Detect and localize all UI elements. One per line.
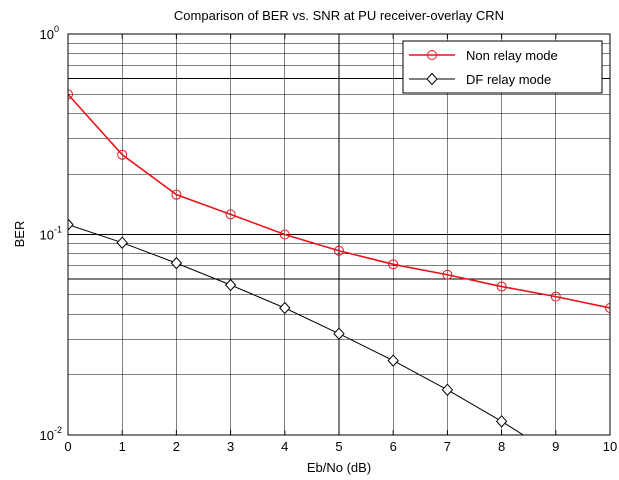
data-point-circle [68,89,73,100]
legend-label-df-relay: DF relay mode [466,72,551,87]
x-axis-label: Eb/No (dB) [307,460,371,475]
data-point-diamond [279,301,291,315]
legend-entry-df-relay: DF relay mode [409,72,551,87]
data-point-circle [334,245,344,256]
data-point-diamond [495,415,508,428]
y-tick-label: 10 [40,27,54,42]
data-point-circle [496,281,507,292]
data-point-diamond [116,236,128,249]
x-tick-label: 1 [119,439,126,454]
data-point-circle [171,189,182,200]
y-tick-exponent: -2 [54,425,62,435]
x-tick-label: 7 [444,439,451,454]
legend: Non relay mode DF relay mode [402,40,603,94]
y-tick-label: 10 [40,228,54,243]
x-tick-label: 4 [281,439,288,454]
data-point-circle [279,229,290,240]
series-line-non-relay-mode [68,93,610,309]
data-point-diamond [68,218,74,231]
x-tick-label: 6 [390,439,397,454]
data-point-circle [225,209,236,220]
x-tick-label: 8 [498,439,505,454]
legend-circle-marker-icon [427,50,437,60]
y-tick-exponent: 0 [54,24,59,34]
grid-lines [68,34,610,435]
legend-entry-non-relay: Non relay mode [409,48,558,63]
data-point-diamond [170,256,183,270]
legend-diamond-marker-icon [426,72,438,86]
x-tick-label: 5 [335,439,342,454]
x-tick-label: 3 [227,439,234,454]
y-axis-label: BER [12,221,27,248]
data-point-diamond [441,383,454,397]
marker-layer [68,89,610,428]
x-tick-label: 0 [64,439,71,454]
data-point-circle [388,259,399,270]
x-tick-label: 2 [173,439,180,454]
data-point-circle [117,149,128,160]
data-point-circle [550,291,561,302]
y-tick-label: 10 [40,428,54,443]
data-point-diamond [387,354,399,367]
data-point-diamond [224,278,237,292]
legend-box [402,40,603,94]
x-tick-label: 9 [552,439,559,454]
legend-label-non-relay: Non relay mode [466,48,558,63]
data-point-circle [442,269,453,280]
y-tick-exponent: -1 [54,225,62,235]
x-tick-label: 10 [603,439,617,454]
data-point-circle [605,302,610,313]
chart-title: Comparison of BER vs. SNR at PU receiver… [174,8,504,23]
data-point-diamond [333,327,345,340]
